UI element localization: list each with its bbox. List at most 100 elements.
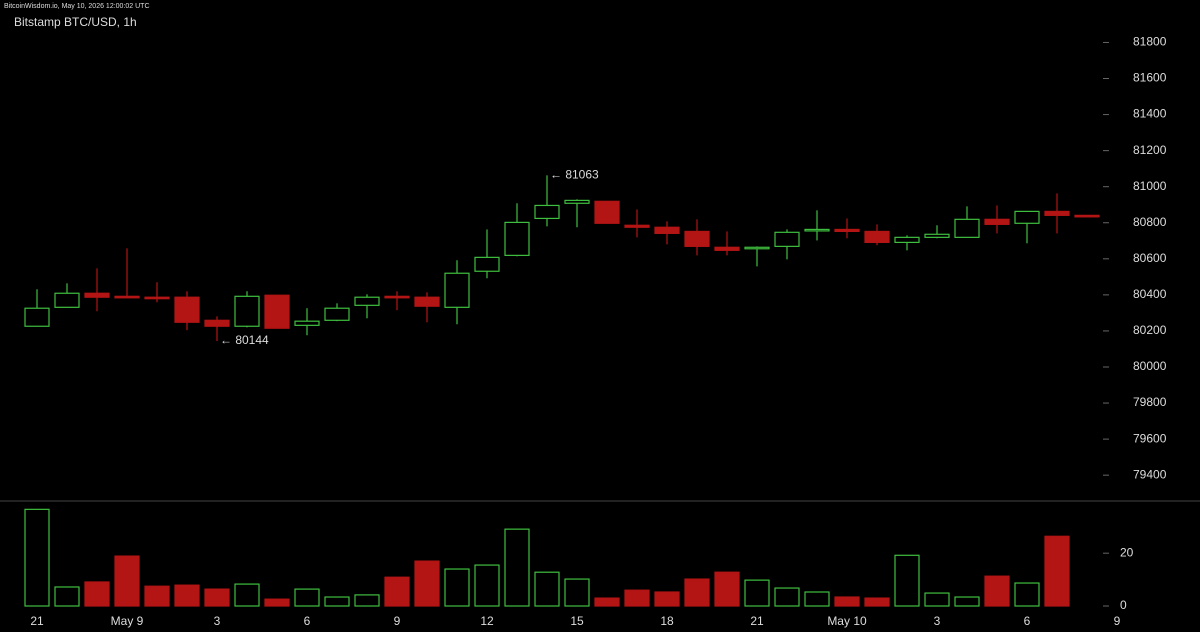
x-tick-label: 3 [214, 614, 221, 628]
y-tick-label: 80400 [1133, 287, 1167, 301]
volume-bar [894, 554, 920, 607]
candle-body [684, 230, 710, 247]
x-tick-label: 6 [1024, 614, 1031, 628]
candle-body [54, 292, 80, 308]
candle-body [504, 221, 530, 256]
candle-body [714, 246, 740, 251]
y-tick-label: 80600 [1133, 251, 1167, 265]
candle-body [444, 272, 470, 308]
volume-bar [684, 578, 710, 607]
y-tick-label: 81200 [1133, 143, 1167, 157]
volume-bar [294, 588, 320, 607]
volume-bar [504, 528, 530, 607]
candle-body [1074, 214, 1100, 218]
candle-body [1014, 210, 1040, 224]
candle-body [804, 228, 830, 232]
x-tick-label: 15 [570, 614, 584, 628]
annotation: ← 81063 [550, 168, 599, 182]
volume-bar [474, 564, 500, 607]
candle-body [864, 230, 890, 244]
volume-bar [414, 560, 440, 607]
x-tick-label: 9 [1114, 614, 1121, 628]
candle-body [654, 226, 680, 234]
volume-bar [264, 598, 290, 607]
volume-bar [714, 571, 740, 607]
volume-bar [954, 596, 980, 607]
candle-body [564, 199, 590, 204]
candle-body [624, 224, 650, 228]
x-tick-label: 3 [934, 614, 941, 628]
candle-body [264, 294, 290, 329]
candle-body [84, 292, 110, 298]
annotation: ← 80144 [220, 333, 269, 347]
y-tick-label: 80000 [1133, 359, 1167, 373]
y-tick-label: 79600 [1133, 431, 1167, 445]
candle-body [294, 320, 320, 326]
y-tick-label: 79400 [1133, 467, 1167, 481]
candle-body [954, 218, 980, 238]
x-tick-label: 12 [480, 614, 494, 628]
volume-tick-label: 0 [1120, 598, 1127, 612]
volume-bar [324, 596, 350, 607]
candle-body [144, 296, 170, 300]
candle-body [834, 228, 860, 233]
candle-body [534, 204, 560, 220]
volume-bar [144, 585, 170, 607]
volume-bar [654, 591, 680, 607]
x-tick-label: 21 [750, 614, 764, 628]
volume-bar [924, 592, 950, 607]
volume-bar [174, 584, 200, 607]
x-tick-label: 18 [660, 614, 674, 628]
volume-bar [594, 597, 620, 607]
volume-bar [354, 594, 380, 607]
volume-bar [864, 597, 890, 607]
candle-body [384, 295, 410, 299]
volume-bar [564, 578, 590, 607]
x-tick-label: May 10 [827, 614, 867, 628]
volume-bar [1014, 582, 1040, 607]
y-tick-label: 80800 [1133, 215, 1167, 229]
volume-bar [744, 579, 770, 607]
x-tick-label: 21 [30, 614, 44, 628]
volume-tick-label: 20 [1120, 545, 1134, 559]
candle-body [1044, 210, 1070, 216]
volume-bar [834, 596, 860, 607]
volume-bar [84, 581, 110, 607]
x-tick-label: May 9 [111, 614, 144, 628]
y-tick-label: 79800 [1133, 395, 1167, 409]
candle-body [774, 231, 800, 247]
volume-bar [204, 588, 230, 607]
candle-body [744, 246, 770, 250]
candle-body [594, 200, 620, 224]
candle-body [24, 307, 50, 327]
header: BitcoinWisdom.io, May 10, 2026 12:00:02 … [4, 3, 150, 10]
volume-bar [444, 568, 470, 607]
candle-body [324, 307, 350, 321]
candle-body [114, 295, 140, 299]
y-tick-label: 81600 [1133, 71, 1167, 85]
y-tick-label: 80200 [1133, 323, 1167, 337]
y-tick-label: 81400 [1133, 107, 1167, 121]
volume-bar [1044, 535, 1070, 607]
y-tick-label: 81000 [1133, 179, 1167, 193]
candle-body [354, 296, 380, 306]
volume-bar [24, 508, 50, 607]
x-tick-label: 6 [304, 614, 311, 628]
candle-body [984, 218, 1010, 225]
volume-bar [534, 571, 560, 607]
volume-bar [234, 583, 260, 607]
candle-body [474, 256, 500, 272]
chart-title: Bitstamp BTC/USD, 1h [14, 15, 137, 29]
volume-bar [624, 589, 650, 607]
candle-body [174, 296, 200, 323]
candle-body [234, 295, 260, 327]
candle-body [924, 233, 950, 238]
candle-body [894, 236, 920, 244]
volume-bar [804, 591, 830, 607]
volume-bar [384, 576, 410, 607]
candle-body [414, 296, 440, 307]
y-tick-label: 81800 [1133, 35, 1167, 49]
